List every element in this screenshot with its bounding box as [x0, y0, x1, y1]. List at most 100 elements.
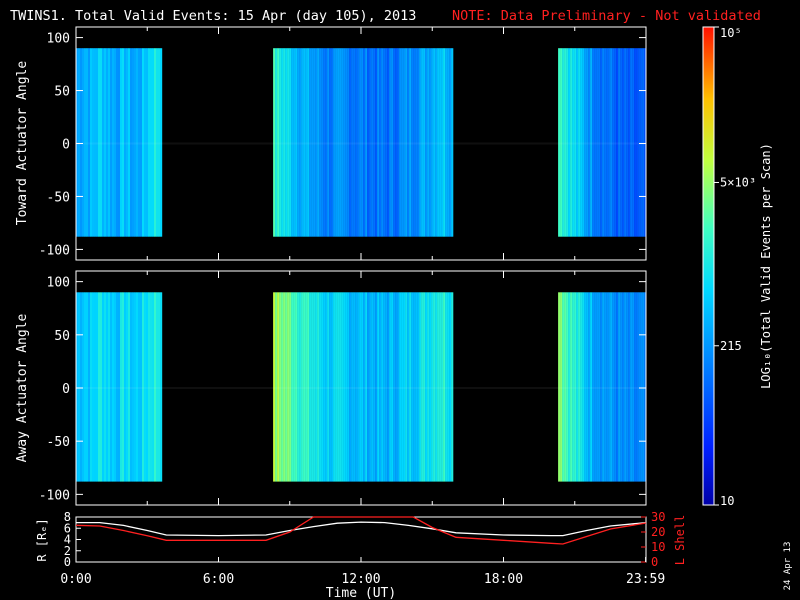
plot-title: TWINS1. Total Valid Events: 15 Apr (day …: [10, 8, 416, 24]
heatmap-column: [425, 48, 428, 237]
heatmap-column: [409, 292, 412, 482]
heatmap-column: [427, 48, 430, 237]
heatmap-column: [345, 292, 348, 482]
heatmap-column: [323, 48, 326, 237]
heatmap-column: [279, 48, 282, 237]
heatmap-column: [594, 48, 597, 237]
heatmap-column: [327, 48, 330, 237]
heatmap-column: [339, 292, 342, 482]
heatmap-column: [566, 48, 569, 237]
heatmap-column: [391, 48, 394, 237]
heatmap-column: [122, 292, 125, 482]
heatmap-column: [333, 292, 336, 482]
y-tick-label: 50: [54, 85, 70, 100]
heatmap-column: [381, 48, 384, 237]
heatmap-column: [395, 292, 398, 482]
heatmap-column: [136, 292, 139, 482]
away-axis-label: Away Actuator Angle: [15, 313, 30, 462]
heatmap-column: [108, 292, 111, 482]
heatmap-column: [616, 48, 619, 237]
heatmap-column: [620, 292, 623, 482]
heatmap-column: [403, 292, 406, 482]
heatmap-column: [385, 48, 388, 237]
heatmap-column: [126, 48, 129, 237]
heatmap-column: [134, 292, 137, 482]
heatmap-column: [421, 48, 424, 237]
heatmap-column: [596, 48, 599, 237]
heatmap-column: [144, 292, 147, 482]
heatmap-column: [441, 292, 444, 482]
heatmap-column: [283, 292, 286, 482]
heatmap-column: [299, 292, 302, 482]
toward-axis-label: Toward Actuator Angle: [15, 61, 30, 226]
heatmap-column: [102, 48, 105, 237]
heatmap-column: [349, 292, 352, 482]
heatmap-column: [321, 292, 324, 482]
heatmap-column: [363, 48, 366, 237]
heatmap-column: [578, 292, 581, 482]
heatmap-column: [610, 292, 613, 482]
heatmap-column: [638, 292, 641, 482]
heatmap-column: [642, 292, 645, 482]
heatmap-column: [616, 292, 619, 482]
heatmap-column: [435, 292, 438, 482]
lshell-series-line: [75, 516, 647, 545]
heatmap-column: [363, 292, 366, 482]
heatmap-column: [576, 292, 579, 482]
heatmap-column: [365, 292, 368, 482]
heatmap-column: [622, 292, 625, 482]
heatmap-column: [353, 292, 356, 482]
heatmap-column: [351, 48, 354, 237]
heatmap-column: [78, 292, 81, 482]
heatmap-column: [319, 48, 322, 237]
heatmap-column: [136, 48, 139, 237]
heatmap-column: [313, 292, 316, 482]
heatmap-column: [632, 48, 635, 237]
heatmap-column: [80, 292, 83, 482]
time-tick-label: 12:00: [341, 572, 380, 587]
heatmap-column: [560, 292, 563, 482]
heatmap-column: [150, 292, 153, 482]
heatmap-column: [626, 292, 629, 482]
heatmap-column: [612, 48, 615, 237]
heatmap-column: [570, 48, 573, 237]
heatmap-column: [582, 48, 585, 237]
heatmap-column: [419, 48, 422, 237]
heatmap-column: [275, 48, 278, 237]
heatmap-column: [148, 48, 151, 237]
heatmap-column: [86, 292, 89, 482]
heatmap-column: [602, 48, 605, 237]
zero-line: [76, 142, 646, 145]
heatmap-column: [614, 48, 617, 237]
heatmap-column: [377, 48, 380, 237]
y-tick-label: 100: [47, 32, 70, 47]
heatmap-column: [277, 48, 280, 237]
heatmap-column: [628, 292, 631, 482]
heatmap-column: [606, 292, 609, 482]
heatmap-column: [447, 48, 450, 237]
y-tick-label: -50: [47, 190, 70, 205]
heatmap-column: [379, 48, 382, 237]
heatmap-column: [640, 48, 643, 237]
heatmap-column: [405, 48, 408, 237]
heatmap-column: [441, 48, 444, 237]
heatmap-column: [80, 48, 83, 237]
heatmap-column: [90, 48, 93, 237]
heatmap-column: [383, 292, 386, 482]
heatmap-column: [84, 48, 87, 237]
lshell-tick-label: 30: [651, 510, 665, 524]
heatmap-column: [636, 292, 639, 482]
heatmap-column: [638, 48, 641, 237]
heatmap-column: [156, 292, 159, 482]
heatmap-column: [130, 48, 133, 237]
heatmap-column: [311, 292, 314, 482]
heatmap-column: [283, 48, 286, 237]
lshell-axis-label: L Shell: [673, 515, 687, 566]
heatmap-column: [367, 48, 370, 237]
heatmap-column: [327, 292, 330, 482]
heatmap-column: [291, 292, 294, 482]
heatmap-column: [293, 292, 296, 482]
heatmap-column: [321, 48, 324, 237]
heatmap-column: [562, 48, 565, 237]
heatmap-column: [98, 292, 101, 482]
